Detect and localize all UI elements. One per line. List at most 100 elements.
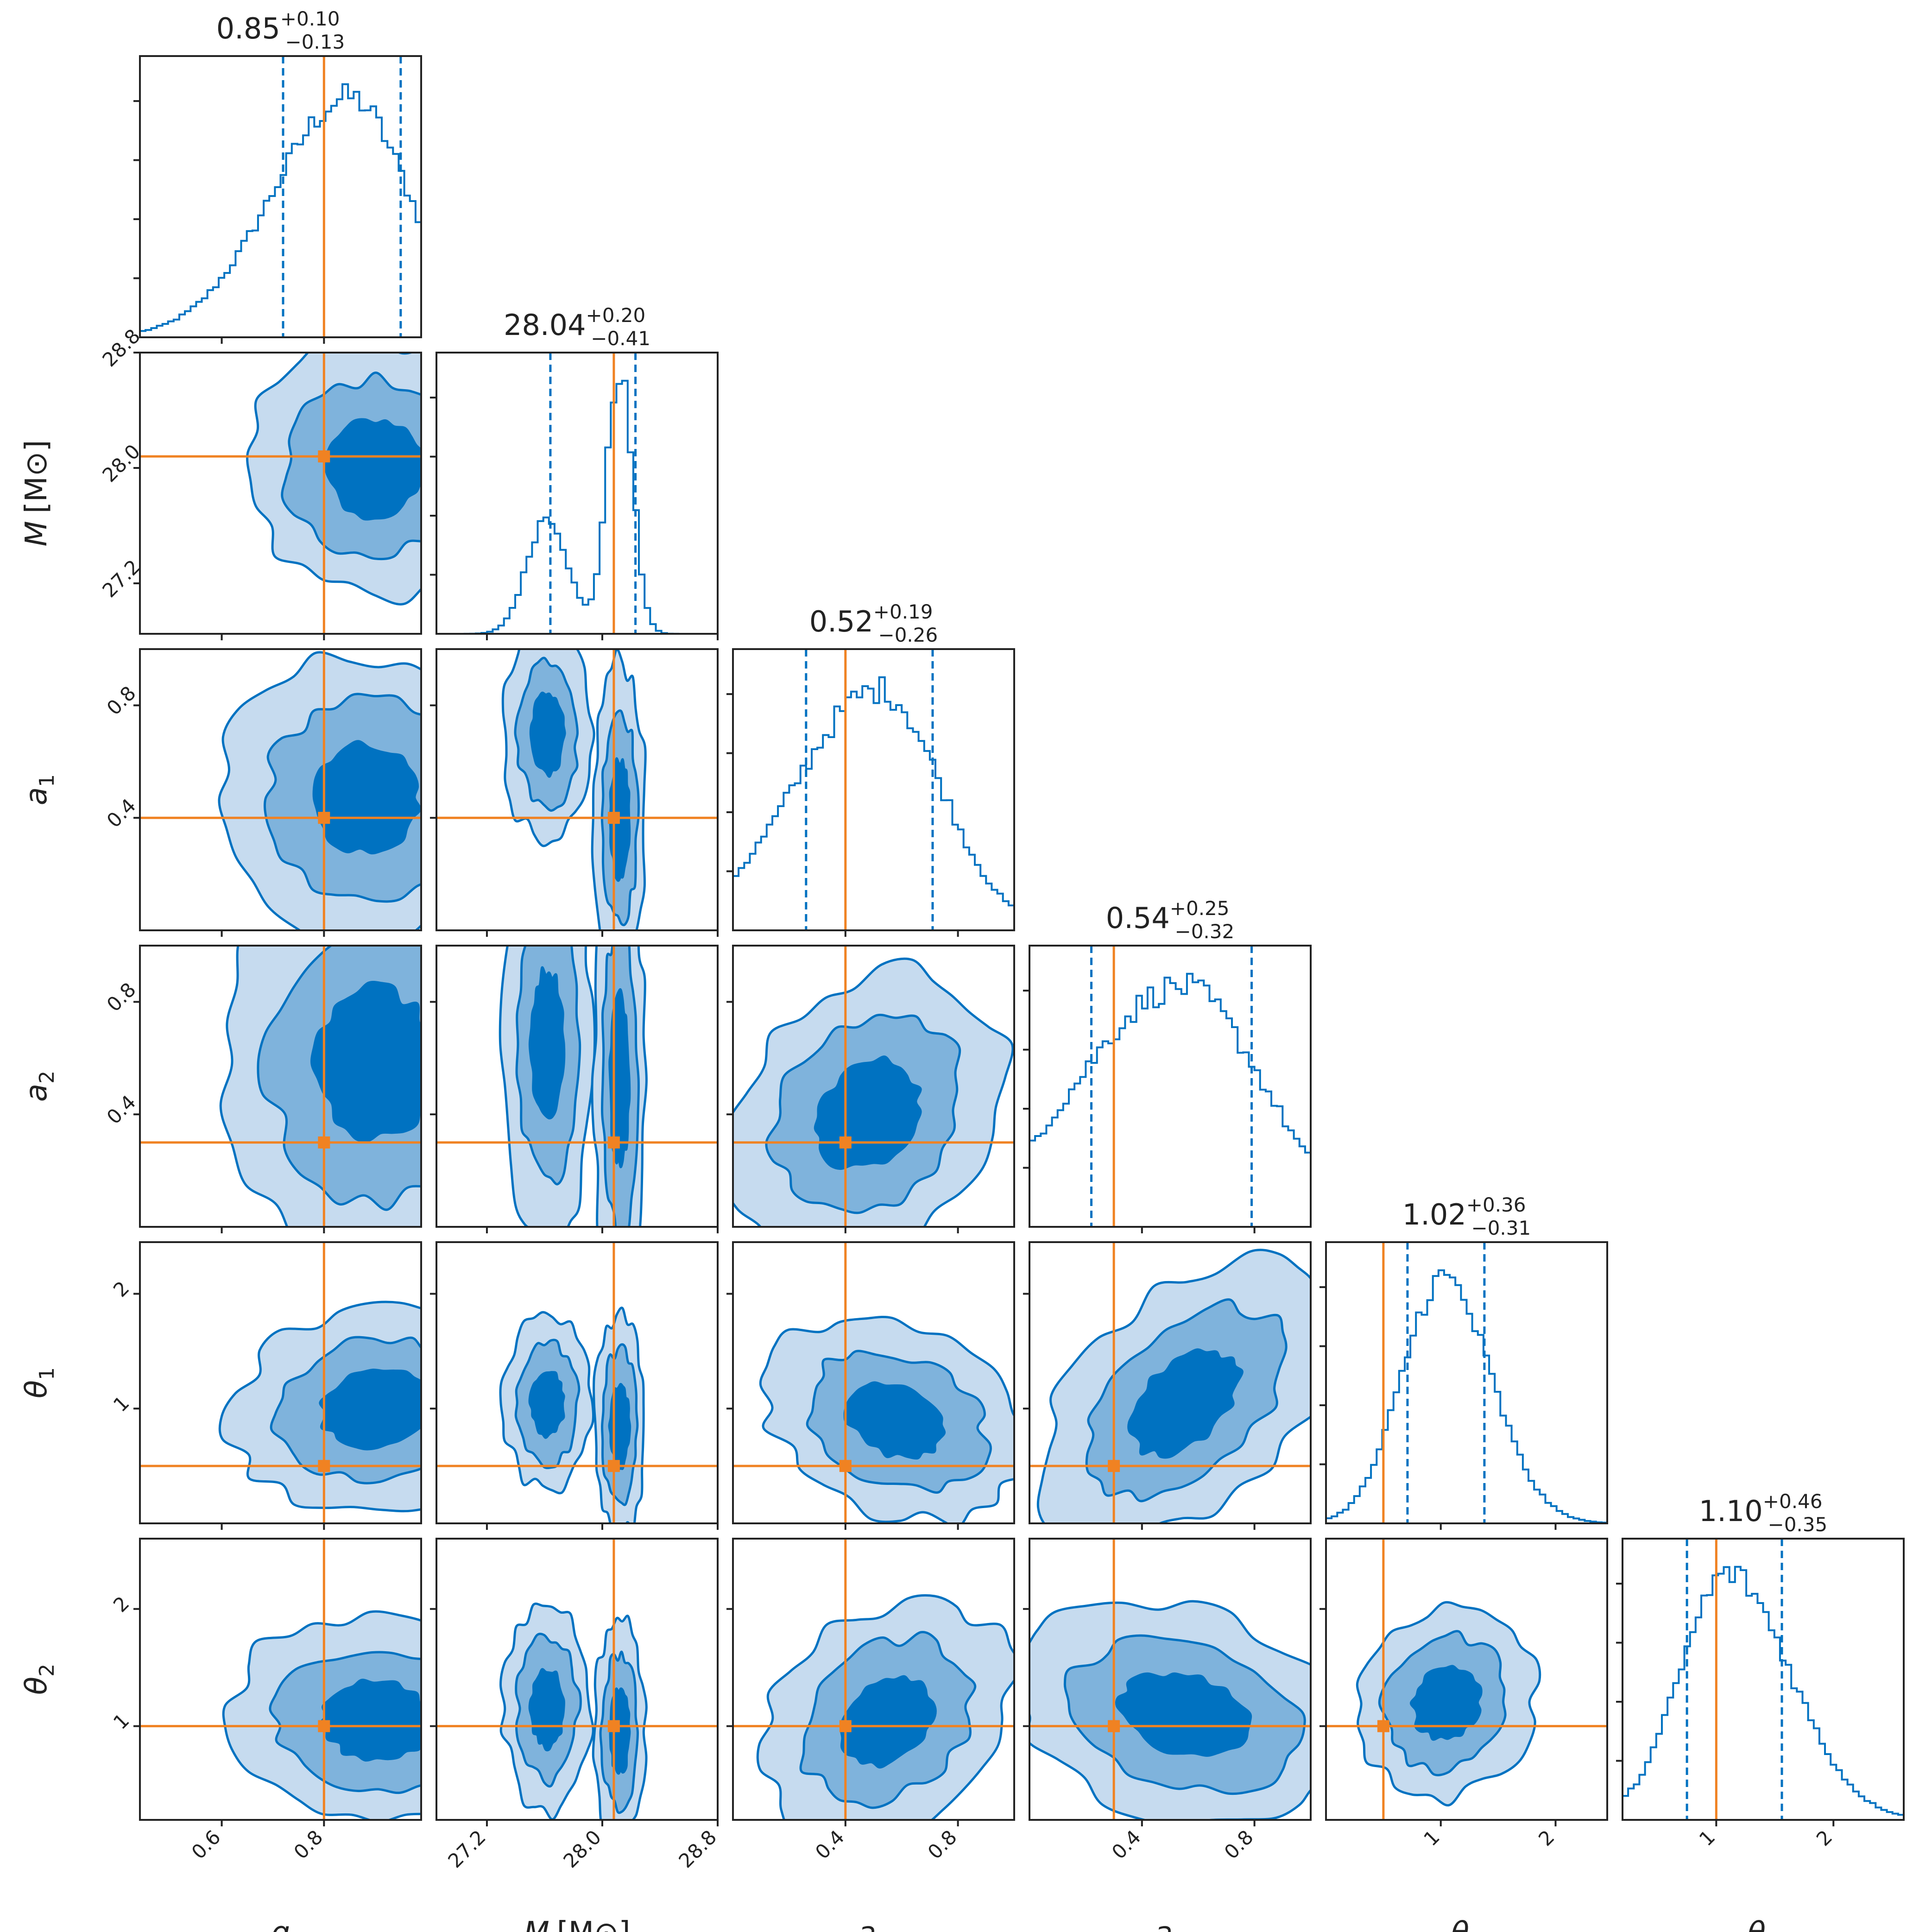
title-minus: −0.41: [591, 327, 650, 350]
axis-symbol: a: [858, 1916, 876, 1932]
panel-theta1-vs-a1: [726, 1241, 1015, 1530]
panel-frame: [1029, 945, 1312, 1228]
axis-symbol: a: [19, 787, 54, 805]
x-axis-label-a1: a1: [858, 1916, 889, 1932]
y-tick-label: 0.4: [102, 794, 140, 832]
x-tick-label: 0.8: [1220, 1825, 1258, 1863]
panel-theta1-vs-a2: [1023, 1241, 1312, 1530]
axis-symbol: θ: [19, 1380, 54, 1398]
title-a1: 0.52+0.19 −0.26: [809, 600, 938, 646]
contour-level-3-mode-1: [528, 966, 566, 1120]
panel-frame: [139, 648, 422, 931]
panel-frame: [1325, 1241, 1608, 1524]
panel-frame: [1029, 1241, 1312, 1524]
panel-theta2-vs-q: 0.6 0.8 1 2: [109, 1538, 422, 1863]
title-minus: −0.35: [1768, 1513, 1828, 1536]
y-axis-label-M: M [M⊙]: [19, 440, 54, 547]
histogram-step: [1623, 1566, 1904, 1820]
axis-symbol: M: [19, 521, 54, 546]
y-tick-label: 0.8: [102, 978, 140, 1016]
truth-marker: [607, 1720, 620, 1732]
truth-marker: [839, 1136, 852, 1149]
title-plus: +0.25: [1170, 897, 1230, 920]
panel-M-vs-q: 27.2 28.0 28.8: [98, 324, 422, 640]
panel-frame: [732, 648, 1015, 931]
title-value: 28.04: [504, 308, 586, 342]
axis-subscript: 1: [35, 1367, 59, 1380]
x-tick-label: 27.2: [443, 1825, 490, 1872]
panel-frame: [139, 1241, 422, 1524]
x-axis-label-q: q: [271, 1916, 290, 1932]
title-minus: −0.13: [285, 31, 345, 53]
title-value: 0.54: [1106, 901, 1170, 935]
truth-marker: [607, 1136, 620, 1149]
title-theta1: 1.02+0.36 −0.31: [1402, 1193, 1531, 1239]
truth-marker: [1108, 1720, 1120, 1732]
axis-subscript: 1: [35, 774, 59, 787]
panel-frame: [436, 648, 719, 931]
histogram-a1: 0.52+0.19 −0.26: [726, 600, 1015, 937]
title-a2: 0.54+0.25 −0.32: [1106, 897, 1234, 943]
y-axis-label-a1: a1: [19, 774, 59, 805]
contour-level-3-mode-1: [529, 691, 566, 778]
x-tick-label: 2: [1812, 1825, 1837, 1850]
y-tick-label: 0.4: [102, 1091, 140, 1129]
axis-symbol: a: [19, 1084, 54, 1102]
panel-a2-vs-a1: [726, 945, 1015, 1233]
title-minus: −0.26: [878, 624, 938, 646]
histogram-step: [436, 379, 718, 634]
title-plus: +0.46: [1763, 1490, 1823, 1513]
x-tick-label: 1: [1695, 1825, 1720, 1850]
truth-marker: [1108, 1460, 1120, 1472]
panel-theta1-vs-M: [430, 1241, 719, 1530]
axis-symbol: θ: [1748, 1916, 1766, 1932]
title-value: 1.02: [1402, 1198, 1466, 1231]
panel-frame: [1325, 1538, 1608, 1821]
title-plus: +0.20: [586, 304, 646, 327]
panel-frame: [436, 1538, 719, 1821]
x-axis-label-theta2: θ2: [1748, 1916, 1779, 1932]
axis-symbol: M: [524, 1916, 549, 1932]
panel-frame: [436, 1241, 719, 1524]
x-tick-label: 28.8: [674, 1825, 721, 1872]
title-minus: −0.31: [1471, 1217, 1531, 1239]
x-axis-label-a2: a2: [1155, 1916, 1186, 1932]
y-tick-label: 27.2: [98, 555, 145, 602]
y-tick-label: 1: [109, 1709, 134, 1734]
truth-marker: [607, 1460, 620, 1472]
y-tick-label: 28.8: [98, 324, 145, 371]
title-q: 0.85+0.10 −0.13: [216, 7, 345, 53]
panel-frame: [436, 945, 719, 1228]
contour-level-3-mode-1: [528, 1371, 565, 1439]
title-plus: +0.36: [1466, 1193, 1526, 1216]
histogram-M: 28.04+0.20 −0.41: [430, 304, 719, 640]
axis-symbol: a: [1155, 1916, 1173, 1932]
truth-marker: [839, 1460, 852, 1472]
x-tick-label: 0.4: [1107, 1825, 1145, 1863]
truth-marker: [318, 1460, 330, 1472]
title-plus: +0.19: [873, 600, 933, 623]
histogram-theta2: 1.10+0.46 −0.35 1 2: [1616, 1490, 1905, 1850]
title-value: 0.52: [809, 605, 873, 638]
histogram-q: 0.85+0.10 −0.13: [133, 7, 422, 344]
contour-level-3: [1115, 1672, 1252, 1757]
panel-frame: [732, 945, 1015, 1228]
x-axis-label-M: M [M⊙]: [524, 1916, 631, 1932]
axis-subscript: 2: [35, 1664, 59, 1677]
axis-unit: [M⊙]: [557, 1916, 631, 1932]
axis-symbol: θ: [1451, 1916, 1469, 1932]
panel-frame: [139, 1538, 422, 1821]
axis-unit: [M⊙]: [19, 440, 54, 514]
y-axis-label-theta2: θ2: [19, 1664, 59, 1695]
axis-subscript: 2: [35, 1071, 59, 1084]
contour-level-3: [840, 1675, 937, 1769]
title-theta2: 1.10+0.46 −0.35: [1699, 1490, 1827, 1536]
panel-frame: [139, 352, 422, 635]
histogram-step: [733, 676, 1014, 930]
panel-a1-vs-M: [430, 648, 719, 937]
panel-frame: [1622, 1538, 1905, 1821]
contour-level-3: [843, 1381, 946, 1460]
histogram-step: [1326, 1269, 1607, 1523]
panel-frame: [732, 1241, 1015, 1524]
